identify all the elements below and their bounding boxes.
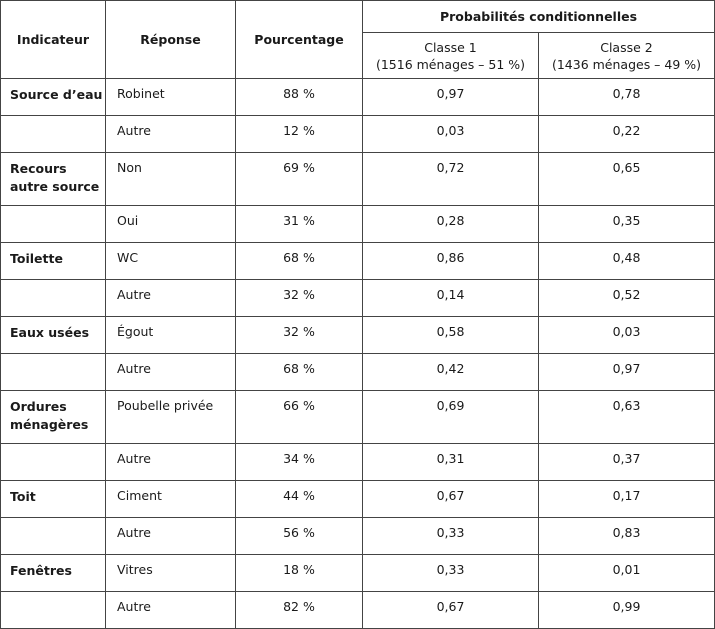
response-cell: Autre <box>105 443 236 481</box>
class1-cell: 0,67 <box>362 591 539 629</box>
table-row: Recours autre source Non 69 % 0,72 0,65 <box>0 152 715 206</box>
response-cell: WC <box>105 242 236 280</box>
table-row: Autre 56 % 0,33 0,83 <box>0 517 715 555</box>
class2-cell: 0,37 <box>538 443 715 481</box>
class1-cell: 0,72 <box>362 152 539 206</box>
table-row: Autre 32 % 0,14 0,52 <box>0 279 715 317</box>
response-cell: Autre <box>105 517 236 555</box>
class1-cell: 0,42 <box>362 353 539 391</box>
table-row: Oui 31 % 0,28 0,35 <box>0 205 715 243</box>
class1-cell: 0,69 <box>362 390 539 444</box>
table-row: Autre 68 % 0,42 0,97 <box>0 353 715 391</box>
table-row: Toit Ciment 44 % 0,67 0,17 <box>0 480 715 518</box>
response-cell: Vitres <box>105 554 236 592</box>
class2-cell: 0,22 <box>538 115 715 153</box>
response-cell: Ciment <box>105 480 236 518</box>
indicator-cell <box>0 591 106 629</box>
indicator-cell: Source d’eau <box>0 78 106 116</box>
class2-cell: 0,83 <box>538 517 715 555</box>
class1-cell: 0,58 <box>362 316 539 354</box>
table-row: Autre 34 % 0,31 0,37 <box>0 443 715 481</box>
header-class-1-detail: (1516 ménages – 51 %) <box>375 56 526 72</box>
percentage-cell: 56 % <box>235 517 363 555</box>
indicator-cell: Ordures ménagères <box>0 390 106 444</box>
percentage-cell: 69 % <box>235 152 363 206</box>
percentage-cell: 34 % <box>235 443 363 481</box>
indicator-cell <box>0 443 106 481</box>
header-class-2-title: Classe 2 <box>600 39 653 55</box>
table-row: Ordures ménagères Poubelle privée 66 % 0… <box>0 390 715 444</box>
percentage-cell: 66 % <box>235 390 363 444</box>
indicator-cell <box>0 115 106 153</box>
header-conditional-probabilities: Probabilités conditionnelles <box>362 0 715 33</box>
class2-cell: 0,99 <box>538 591 715 629</box>
response-cell: Poubelle privée <box>105 390 236 444</box>
table-body: Source d’eau Robinet 88 % 0,97 0,78 Autr… <box>0 78 715 629</box>
class2-cell: 0,78 <box>538 78 715 116</box>
percentage-cell: 68 % <box>235 242 363 280</box>
percentage-cell: 82 % <box>235 591 363 629</box>
indicator-cell: Toit <box>0 480 106 518</box>
response-cell: Égout <box>105 316 236 354</box>
table-row: Toilette WC 68 % 0,86 0,48 <box>0 242 715 280</box>
class2-cell: 0,48 <box>538 242 715 280</box>
percentage-cell: 32 % <box>235 316 363 354</box>
response-cell: Oui <box>105 205 236 243</box>
class1-cell: 0,31 <box>362 443 539 481</box>
percentage-cell: 88 % <box>235 78 363 116</box>
percentage-cell: 68 % <box>235 353 363 391</box>
table-row: Source d’eau Robinet 88 % 0,97 0,78 <box>0 78 715 116</box>
class1-cell: 0,33 <box>362 517 539 555</box>
class1-cell: 0,03 <box>362 115 539 153</box>
indicator-cell: Eaux usées <box>0 316 106 354</box>
header-class-1: Classe 1 (1516 ménages – 51 %) <box>362 32 539 79</box>
indicator-cell: Toilette <box>0 242 106 280</box>
class2-cell: 0,03 <box>538 316 715 354</box>
table-row: Eaux usées Égout 32 % 0,58 0,03 <box>0 316 715 354</box>
percentage-cell: 31 % <box>235 205 363 243</box>
indicator-cell <box>0 517 106 555</box>
class2-cell: 0,63 <box>538 390 715 444</box>
header-class-1-title: Classe 1 <box>424 39 477 55</box>
indicator-cell: Fenêtres <box>0 554 106 592</box>
class2-cell: 0,35 <box>538 205 715 243</box>
header-percentage: Pourcentage <box>235 0 363 79</box>
table-row: Autre 12 % 0,03 0,22 <box>0 115 715 153</box>
class1-cell: 0,28 <box>362 205 539 243</box>
class2-cell: 0,52 <box>538 279 715 317</box>
header-class-2-detail: (1436 ménages – 49 %) <box>551 56 702 72</box>
response-cell: Autre <box>105 353 236 391</box>
class1-cell: 0,86 <box>362 242 539 280</box>
header-response: Réponse <box>105 0 236 79</box>
class2-cell: 0,97 <box>538 353 715 391</box>
class1-cell: 0,67 <box>362 480 539 518</box>
indicator-cell <box>0 205 106 243</box>
header-indicator: Indicateur <box>0 0 106 79</box>
class2-cell: 0,17 <box>538 480 715 518</box>
response-cell: Robinet <box>105 78 236 116</box>
indicator-cell <box>0 279 106 317</box>
percentage-cell: 12 % <box>235 115 363 153</box>
indicator-cell: Recours autre source <box>0 152 106 206</box>
header-class-2: Classe 2 (1436 ménages – 49 %) <box>538 32 715 79</box>
class1-cell: 0,33 <box>362 554 539 592</box>
response-cell: Non <box>105 152 236 206</box>
response-cell: Autre <box>105 279 236 317</box>
class1-cell: 0,97 <box>362 78 539 116</box>
table-row: Fenêtres Vitres 18 % 0,33 0,01 <box>0 554 715 592</box>
indicator-cell <box>0 353 106 391</box>
class1-cell: 0,14 <box>362 279 539 317</box>
percentage-cell: 18 % <box>235 554 363 592</box>
class2-cell: 0,65 <box>538 152 715 206</box>
response-cell: Autre <box>105 115 236 153</box>
table-row: Autre 82 % 0,67 0,99 <box>0 591 715 629</box>
response-cell: Autre <box>105 591 236 629</box>
percentage-cell: 32 % <box>235 279 363 317</box>
percentage-cell: 44 % <box>235 480 363 518</box>
class2-cell: 0,01 <box>538 554 715 592</box>
